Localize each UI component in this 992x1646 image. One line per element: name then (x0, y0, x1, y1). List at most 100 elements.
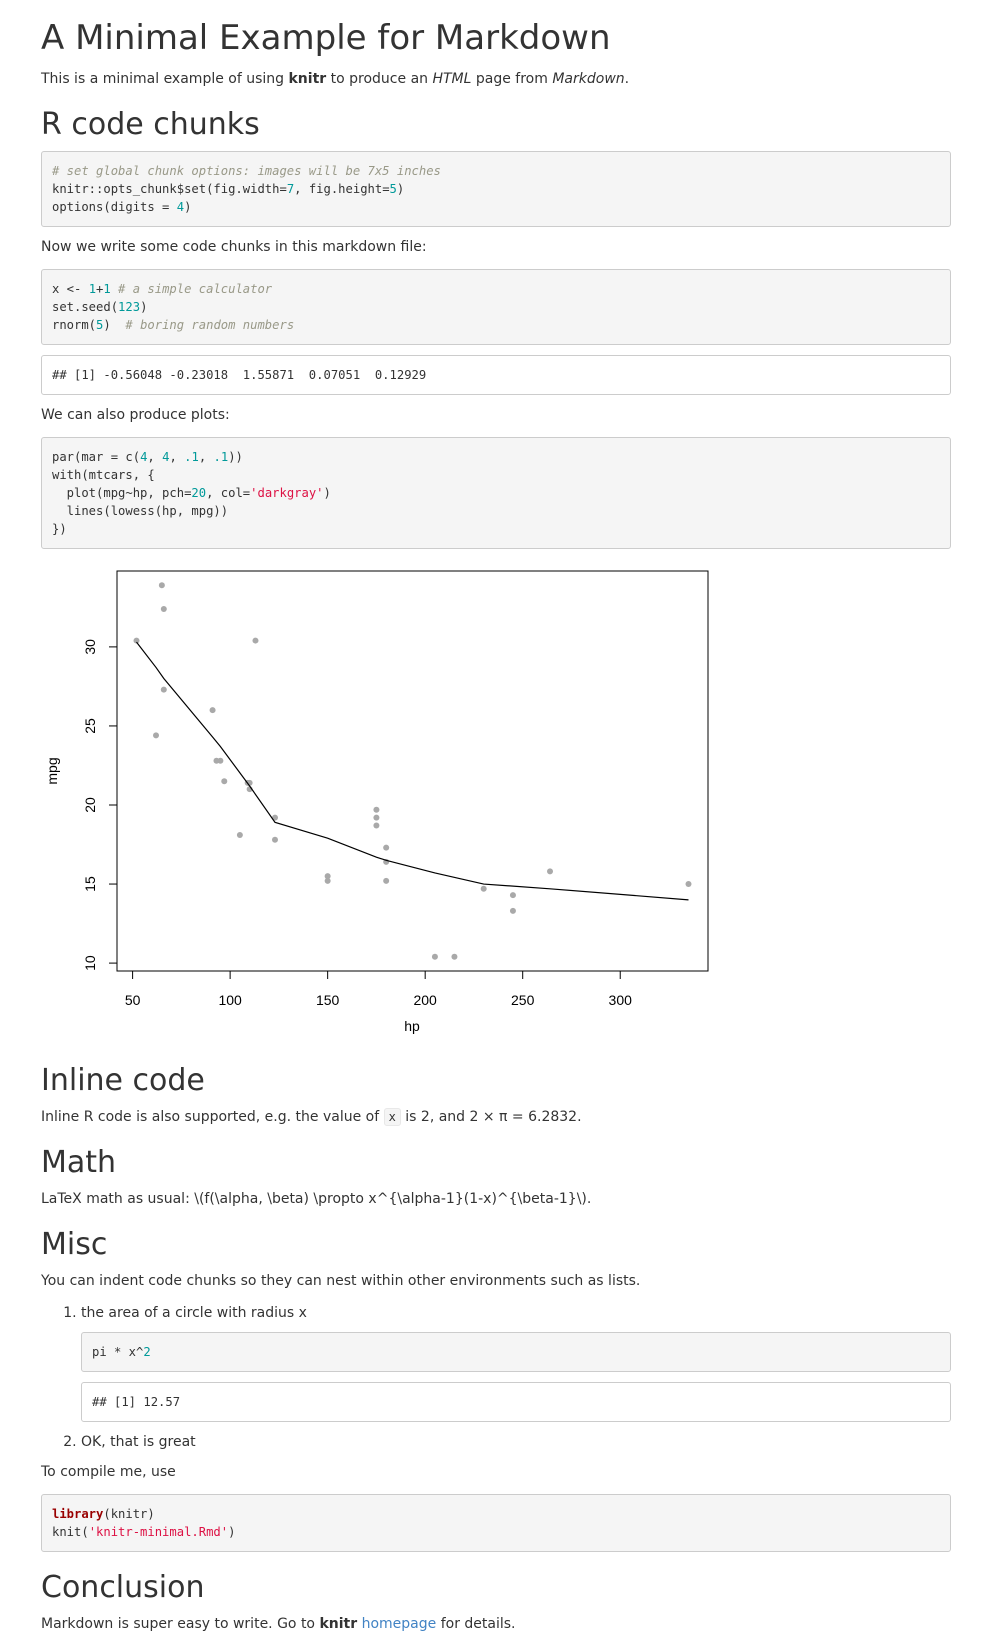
code-text: set.seed( (52, 300, 119, 314)
intro-text: This is a minimal example of using (41, 71, 289, 87)
code-chunk-area: pi * x^2 (81, 1332, 951, 1372)
data-point (160, 605, 167, 612)
y-tick-label: 15 (82, 876, 98, 892)
code-chunk-plot: par(mar = c(4, 4, .1, .1)) with(mtcars, … (41, 437, 951, 549)
code-comment: # set global chunk options: images will … (52, 164, 441, 178)
section-heading-inline: Inline code (41, 1063, 205, 1098)
code-string: 'knitr-minimal.Rmd' (88, 1525, 229, 1539)
code-text: ) (228, 1525, 236, 1539)
code-comment: # a simple calculator (110, 282, 273, 296)
code-text: ) (396, 182, 405, 196)
code-number: 4 (176, 200, 185, 214)
x-tick-label: 100 (218, 992, 242, 1008)
code-chunk-options: # set global chunk options: images will … (41, 151, 951, 227)
intro-paragraph: This is a minimal example of using knitr… (41, 69, 951, 89)
code-text: , col= (206, 486, 251, 500)
x-tick-label: 50 (125, 992, 141, 1008)
data-point (373, 806, 380, 813)
y-tick-label: 25 (82, 718, 98, 734)
homepage-link[interactable]: homepage (361, 1616, 437, 1632)
data-point (383, 844, 390, 851)
document: A Minimal Example for Markdown This is a… (0, 0, 951, 1634)
paragraph-misc: You can indent code chunks so they can n… (41, 1273, 641, 1289)
y-axis: 10 15 20 25 30 (82, 639, 118, 971)
code-text: plot(mpg~hp, pch= (52, 486, 192, 500)
intro-text-3: page from (471, 71, 553, 87)
data-point (217, 757, 224, 764)
page-title: A Minimal Example for Markdown (41, 18, 611, 58)
code-output-rnorm: ## [1] -0.56048 -0.23018 1.55871 0.07051… (41, 355, 951, 395)
code-text: with(mtcars, { (52, 468, 155, 482)
code-number: 123 (118, 300, 141, 314)
code-number: 5 (96, 318, 104, 332)
section-heading-misc: Misc (41, 1227, 108, 1262)
data-point (383, 877, 390, 884)
code-text: ) (323, 486, 331, 500)
data-point (271, 836, 278, 843)
data-point (480, 885, 487, 892)
data-point (133, 637, 140, 644)
code-text: , (198, 450, 214, 464)
code-text: , fig.height= (294, 182, 390, 196)
code-text: knit( (52, 1525, 89, 1539)
data-point (271, 814, 278, 821)
data-point (373, 822, 380, 829)
x-tick-label: 200 (413, 992, 437, 1008)
data-point (158, 582, 165, 589)
data-point (685, 881, 692, 888)
intro-text-2: to produce an (326, 71, 433, 87)
list-item: the area of a circle with radius x pi * … (81, 1303, 951, 1422)
code-keyword: library (52, 1507, 104, 1521)
paragraph-inline: Inline R code is also supported, e.g. th… (41, 1107, 951, 1127)
data-point (153, 732, 160, 739)
conclusion-text-2: for details. (436, 1616, 516, 1632)
code-chunk-compile: library(knitr) knit('knitr-minimal.Rmd') (41, 1494, 951, 1552)
intro-end: . (624, 71, 630, 87)
code-number: 7 (286, 182, 295, 196)
x-tick-label: 300 (609, 992, 633, 1008)
code-number: 1 (103, 282, 111, 296)
list-item: OK, that is great (81, 1432, 951, 1452)
code-text: + (96, 282, 104, 296)
code-comment: # boring random numbers (125, 318, 295, 332)
data-point (509, 907, 516, 914)
intro-html: HTML (432, 71, 472, 87)
code-text: , (147, 450, 163, 464)
paragraph-math: LaTeX math as usual: \(f(\alpha, \beta) … (41, 1191, 592, 1207)
list-item-text: OK, that is great (81, 1434, 196, 1450)
paragraph-plots: We can also produce plots: (41, 407, 230, 423)
x-axis-label: hp (404, 1018, 420, 1034)
code-text: knitr::opts_chunk$set(fig.width= (52, 182, 287, 196)
code-text: (knitr) (103, 1507, 155, 1521)
x-tick-label: 250 (511, 992, 535, 1008)
y-axis-label: mpg (44, 757, 60, 784)
data-point (373, 814, 380, 821)
data-point (509, 892, 516, 899)
section-heading-conclusion: Conclusion (41, 1570, 205, 1605)
scatter-plot: 50 100 150 200 250 300 10 15 20 25 30 hp mpg (44, 570, 709, 1034)
code-number: 5 (389, 182, 397, 196)
data-point (221, 778, 228, 785)
code-text: ) (184, 200, 192, 214)
y-tick-label: 30 (82, 639, 98, 655)
code-number: 2 (143, 1345, 151, 1359)
code-text: ) (103, 318, 126, 332)
data-point (160, 686, 167, 693)
data-point (252, 637, 259, 644)
lowess-line-group (136, 641, 689, 901)
code-number: 20 (191, 486, 207, 500)
data-point (547, 868, 554, 875)
code-number: .1 (184, 450, 199, 464)
code-text: }) (52, 522, 67, 536)
paragraph-conclusion: Markdown is super easy to write. Go to k… (41, 1614, 951, 1634)
intro-knitr: knitr (288, 71, 327, 87)
code-chunk-calculator: x <- 1+1 # a simple calculator set.seed(… (41, 269, 951, 345)
code-text: pi * x^ (92, 1345, 144, 1359)
code-text: )) (228, 450, 243, 464)
data-point (236, 832, 243, 839)
data-point (451, 953, 458, 960)
code-number: 4 (162, 450, 170, 464)
x-axis: 50 100 150 200 250 300 (125, 970, 633, 1008)
intro-markdown: Markdown (552, 71, 625, 87)
code-output-area: ## [1] 12.57 (81, 1382, 951, 1422)
